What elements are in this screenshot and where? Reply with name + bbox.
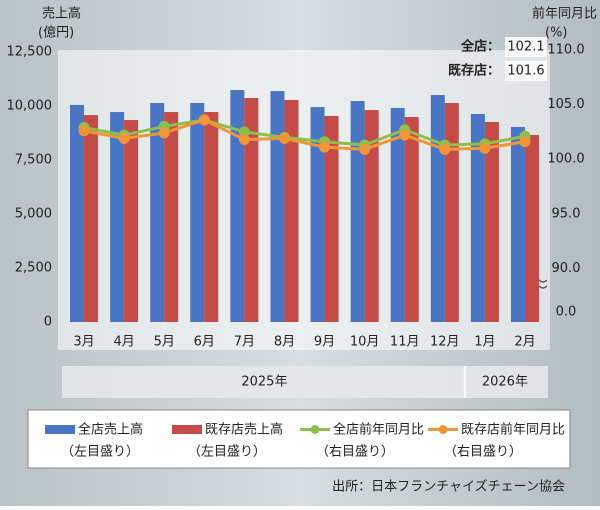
x-tick-label: 2月 (514, 335, 535, 350)
x-tick-label: 5月 (154, 335, 175, 350)
y2-tick-label: 100.0 (547, 152, 584, 167)
bar (364, 110, 379, 322)
legend-label: 全店前年同月比 (333, 422, 424, 438)
x-tick-label: 3月 (73, 335, 94, 350)
plot-area (58, 50, 550, 350)
source: 出所：日本フランチャイズチェーン協会 (332, 479, 565, 495)
bar (244, 98, 259, 323)
legend-label: 全店売上高 (78, 422, 143, 438)
bar (390, 107, 405, 322)
bar (324, 115, 339, 322)
y2-tick-label: 110.0 (547, 43, 584, 58)
line (83, 118, 526, 147)
x-group-label: 2025年 (241, 375, 287, 390)
x-tick-label: 1月 (474, 335, 495, 350)
legend-label: 既存店売上高 (205, 422, 283, 438)
x-tick-label: 7月 (234, 335, 255, 350)
line (83, 118, 526, 151)
x-tick-label: 9月 (314, 335, 335, 350)
year-band (62, 366, 548, 398)
y-tick-label: 10,000 (7, 99, 53, 114)
line-point (319, 141, 331, 153)
line-point (519, 136, 531, 148)
annotation-value: 101.6 (507, 64, 544, 79)
y2-label: 前年同月比 (532, 6, 597, 22)
line-point (158, 127, 170, 139)
bar (510, 126, 525, 323)
line-point (278, 132, 290, 144)
y-unit: (億円) (38, 25, 74, 41)
bar (110, 112, 125, 322)
legend-note: （右目盛り） (444, 445, 522, 460)
annotation-label: 既存店： (448, 63, 500, 79)
x-tick-label: 11月 (390, 335, 420, 350)
annotation-box (505, 37, 547, 57)
line-point (359, 143, 371, 155)
y-label: 売上高 (42, 6, 81, 22)
bar (444, 102, 459, 322)
x-tick-label: 8月 (274, 335, 295, 350)
y2-tick-label: 90.0 (552, 261, 581, 276)
bar (270, 91, 285, 322)
y2-tick-label: 95.0 (552, 206, 581, 221)
bar (350, 101, 365, 322)
bar (204, 112, 219, 322)
x-tick-label: 4月 (113, 335, 134, 350)
x-tick-label: 12月 (430, 335, 460, 350)
line-point (479, 142, 491, 154)
line-point (118, 132, 130, 144)
line-point (78, 125, 90, 137)
bar (150, 102, 165, 322)
bar (164, 112, 179, 322)
x-group-label: 2026年 (482, 375, 528, 390)
y-tick-label: 0 (44, 315, 52, 330)
bar (470, 113, 485, 322)
annotation-value: 102.1 (507, 40, 544, 55)
line-point (238, 134, 250, 146)
y-tick-label: 12,500 (7, 45, 53, 60)
y-tick-label: 5,000 (15, 207, 52, 222)
legend-swatch-marker (310, 425, 320, 434)
legend-note: （左目盛り） (61, 445, 139, 460)
y2-unit: (%) (545, 26, 568, 41)
bar (310, 107, 325, 322)
y-tick-label: 7,500 (15, 153, 52, 168)
bar (430, 94, 445, 322)
legend-note: （右目盛り） (316, 445, 394, 460)
bar (230, 90, 245, 323)
bar (190, 102, 205, 322)
line-point (238, 126, 250, 138)
legend-note: （左目盛り） (188, 445, 266, 460)
annotation-box (505, 61, 547, 81)
line-point (399, 129, 411, 141)
legend-swatch (45, 425, 75, 434)
x-tick-label: 6月 (194, 335, 215, 350)
bar (84, 115, 99, 323)
line-point (439, 143, 451, 155)
legend-swatch (172, 425, 202, 434)
legend-box (27, 409, 571, 469)
bar (70, 104, 85, 322)
line-point (198, 114, 210, 126)
annotation-label: 全店： (460, 39, 500, 55)
legend-label: 既存店前年同月比 (461, 422, 565, 438)
bar (124, 120, 139, 322)
legend-swatch-marker (438, 425, 448, 434)
bar (524, 134, 539, 322)
y2-tick-label: 0.0 (556, 305, 577, 320)
x-tick-label: 10月 (350, 335, 380, 350)
bar (484, 121, 499, 322)
bar (404, 117, 419, 323)
bar (284, 99, 299, 323)
y-tick-label: 2,500 (15, 261, 52, 276)
y2-tick-label: 105.0 (547, 97, 584, 112)
